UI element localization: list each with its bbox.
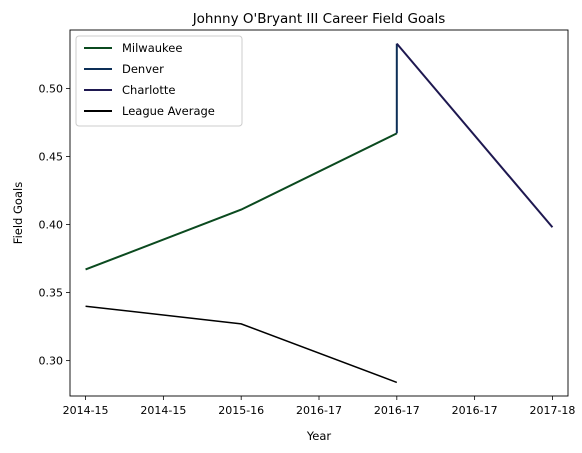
legend-label-league-average: League Average xyxy=(122,104,215,118)
x-axis-label: Year xyxy=(306,429,332,443)
legend-label-denver: Denver xyxy=(122,62,164,76)
x-tick-label: 2014-15 xyxy=(63,404,109,417)
series-lines xyxy=(85,42,554,384)
x-tick-label: 2016-17 xyxy=(296,404,342,417)
x-tick-label: 2016-17 xyxy=(374,404,420,417)
y-tick-label: 0.40 xyxy=(39,219,64,232)
y-tick-label: 0.35 xyxy=(39,287,64,300)
y-tick-label: 0.45 xyxy=(39,151,64,164)
legend-items: Milwaukee Denver Charlotte League Average xyxy=(84,41,215,118)
legend-label-charlotte: Charlotte xyxy=(122,83,175,97)
legend: Milwaukee Denver Charlotte League Average xyxy=(75,35,243,127)
x-tick-label: 2017-18 xyxy=(529,404,575,417)
x-tick-label: 2014-15 xyxy=(140,404,186,417)
legend-label-milwaukee: Milwaukee xyxy=(122,41,182,55)
x-tick-label: 2016-17 xyxy=(452,404,498,417)
chart-title: Johnny O'Bryant III Career Field Goals xyxy=(192,11,446,27)
y-tick-label: 0.30 xyxy=(39,355,64,368)
legend-box xyxy=(75,35,243,127)
x-tick-label: 2015-16 xyxy=(218,404,264,417)
x-axis-ticks: 2014-15 2014-15 2015-16 2016-17 2016-17 2016-… xyxy=(63,396,575,417)
y-tick-label: 0.50 xyxy=(39,83,64,96)
y-axis-ticks: 0.30 0.35 0.40 0.45 0.50 xyxy=(39,83,70,368)
y-axis-label: Field Goals xyxy=(11,182,25,244)
series-line-league-average xyxy=(85,305,398,384)
series-line-milwaukee xyxy=(85,132,398,271)
series-line-charlotte xyxy=(396,42,554,228)
